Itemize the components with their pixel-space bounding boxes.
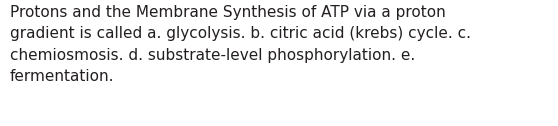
Text: Protons and the Membrane Synthesis of ATP via a proton
gradient is called a. gly: Protons and the Membrane Synthesis of AT… — [10, 5, 471, 84]
